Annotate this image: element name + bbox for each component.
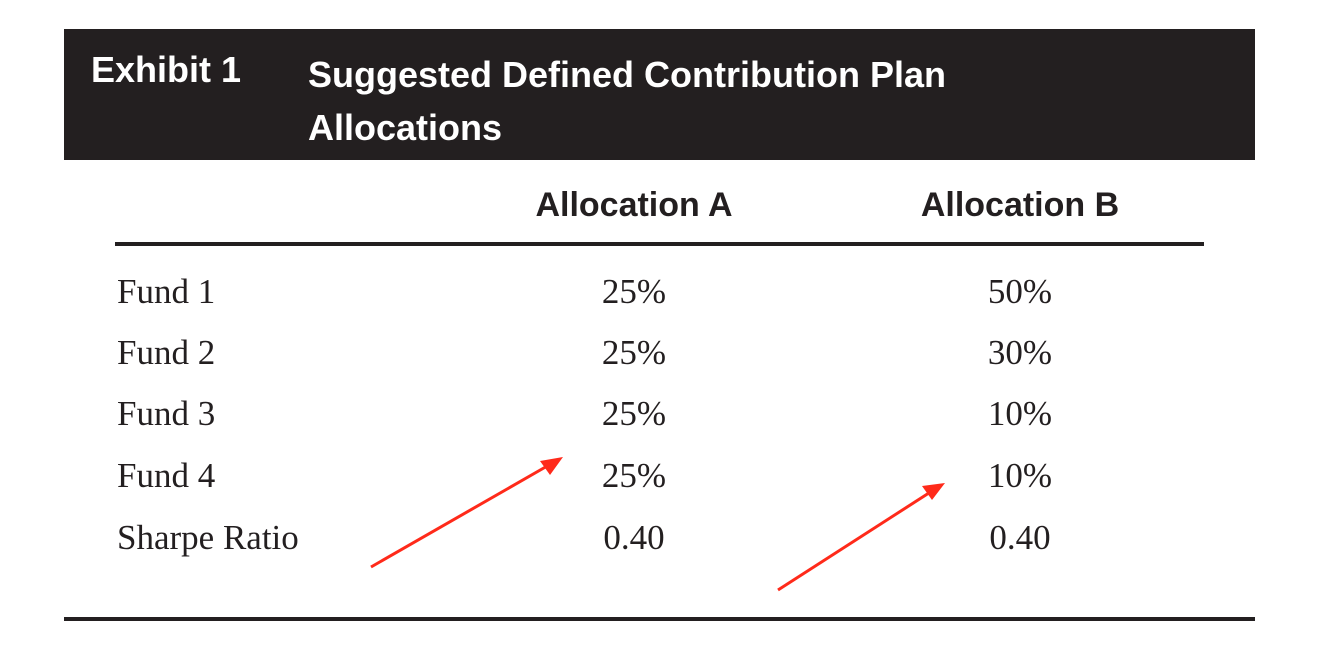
column-header-allocation-b: Allocation B (920, 186, 1120, 224)
row-label: Fund 2 (117, 333, 216, 372)
row-label: Fund 3 (117, 394, 216, 433)
table-bottom-rule (64, 617, 1255, 621)
allocation-b-value: 0.40 (989, 518, 1051, 557)
allocation-a-value: 0.40 (603, 518, 665, 557)
allocation-b-value: 50% (987, 272, 1053, 311)
allocation-b-value: 30% (987, 333, 1053, 372)
row-label: Fund 4 (117, 456, 216, 495)
table-row-sharpe-ratio: Sharpe Ratio 0.40 0.40 (0, 513, 1319, 563)
exhibit-banner: Exhibit 1 Suggested Defined Contribution… (64, 29, 1255, 160)
table-row-fund-2: Fund 2 25% 30% (0, 328, 1319, 378)
allocation-a-value: 25% (601, 456, 667, 495)
row-label: Sharpe Ratio (117, 518, 299, 557)
allocation-a-value: 25% (601, 272, 667, 311)
allocation-b-value: 10% (987, 456, 1053, 495)
allocation-b-value: 10% (987, 394, 1053, 433)
table-row-fund-3: Fund 3 25% 10% (0, 389, 1319, 439)
allocation-a-value: 25% (601, 394, 667, 433)
header-divider (115, 242, 1204, 246)
column-header-allocation-a: Allocation A (535, 186, 733, 224)
row-label: Fund 1 (117, 272, 216, 311)
table-row-fund-1: Fund 1 25% 50% (0, 267, 1319, 317)
table-row-fund-4: Fund 4 25% 10% (0, 451, 1319, 501)
exhibit-label: Exhibit 1 (91, 49, 242, 90)
exhibit-title: Suggested Defined Contribution Plan Allo… (308, 54, 946, 148)
allocation-a-value: 25% (601, 333, 667, 372)
